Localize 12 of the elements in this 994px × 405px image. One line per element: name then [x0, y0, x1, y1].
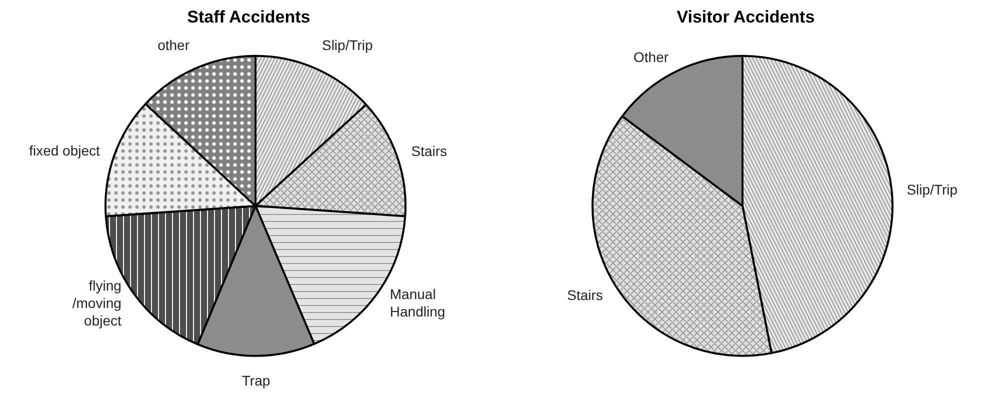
- slice-label: Slip/Trip: [906, 182, 958, 198]
- slice-label: other: [158, 37, 190, 54]
- slice-label: flying /moving object: [72, 278, 122, 329]
- slice-label: Manual Handling: [390, 286, 446, 320]
- slice-label: Trap: [242, 372, 270, 389]
- slice-label: Stairs: [567, 286, 603, 303]
- chart-title: Visitor Accidents: [676, 8, 815, 26]
- chart-title: Staff Accidents: [187, 8, 310, 26]
- slice-label: Other: [634, 48, 669, 65]
- slice-label: Slip/Trip: [322, 37, 374, 54]
- slice-label: Stairs: [411, 142, 448, 159]
- slice-label: fixed object: [29, 142, 100, 158]
